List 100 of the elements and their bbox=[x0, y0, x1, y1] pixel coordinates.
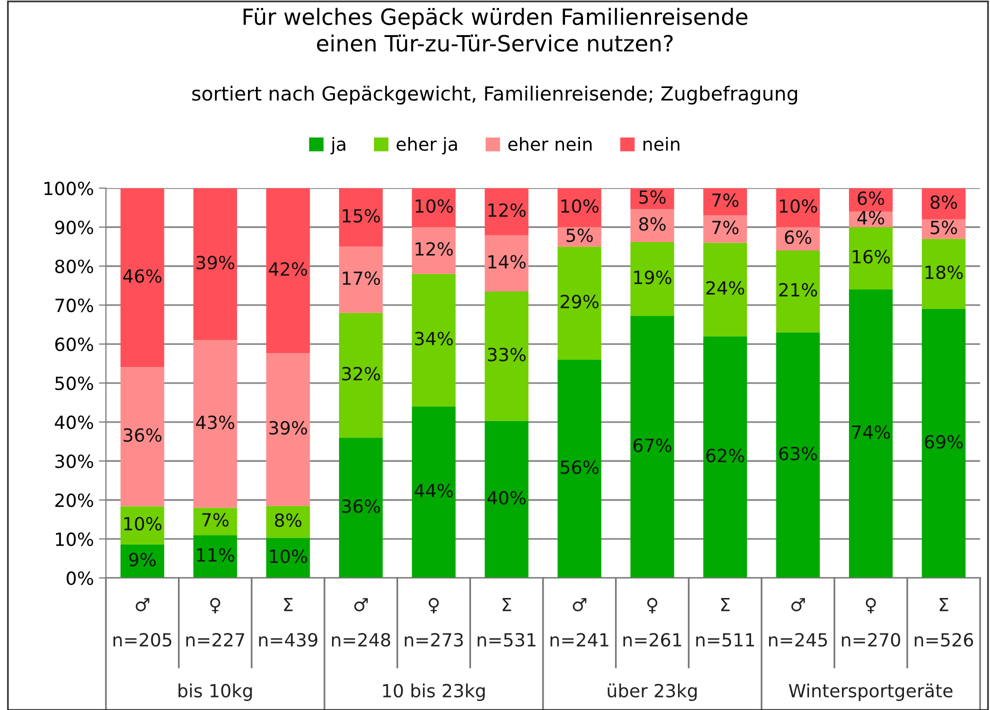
bar bbox=[630, 242, 674, 316]
data-label: 21% bbox=[779, 283, 818, 297]
data-label: 46% bbox=[123, 269, 162, 283]
y-tick-label: 50% bbox=[55, 376, 94, 390]
chart-subtitle: sortiert nach Gepäckgewicht, Familienreisende; Zugbefragung bbox=[192, 86, 798, 105]
data-label: 6% bbox=[784, 230, 812, 244]
data-label: 4% bbox=[857, 210, 884, 225]
data-label: 40% bbox=[487, 490, 526, 505]
y-tick-label: 90% bbox=[55, 220, 94, 234]
data-label: 33% bbox=[488, 348, 526, 362]
bar bbox=[120, 544, 164, 578]
data-label: 6% bbox=[858, 191, 884, 206]
text: Wintersportgeräte bbox=[788, 684, 952, 701]
data-label: 7% bbox=[202, 513, 229, 527]
data-label: 56% bbox=[560, 460, 599, 474]
data-label: 7% bbox=[712, 193, 738, 208]
data-label: 74% bbox=[852, 425, 890, 439]
bar bbox=[266, 188, 310, 354]
y-tick-label: 10% bbox=[56, 532, 94, 546]
bar bbox=[484, 420, 528, 578]
bar bbox=[484, 291, 528, 421]
x-tick-label: ♀ n=261 bbox=[623, 598, 682, 647]
data-label: 29% bbox=[560, 294, 599, 308]
x-tick-label: ♂ n=248 bbox=[332, 598, 390, 647]
text: 10 bis 23kg bbox=[383, 684, 485, 701]
bar bbox=[558, 246, 602, 360]
bar bbox=[776, 188, 820, 228]
data-label: 8% bbox=[274, 513, 302, 528]
data-label: 63% bbox=[779, 446, 818, 460]
data-label: 10% bbox=[780, 199, 818, 213]
x-tick-label: ♀ n=270 bbox=[842, 598, 900, 647]
data-label: 39% bbox=[269, 421, 308, 435]
y-tick-label: 100% bbox=[44, 182, 94, 196]
legend-label: eher ja bbox=[396, 136, 457, 154]
y-tick-label: 60% bbox=[55, 338, 94, 352]
bar bbox=[266, 538, 310, 578]
bar bbox=[484, 235, 528, 292]
bar bbox=[776, 332, 820, 578]
bar bbox=[266, 353, 310, 506]
bar bbox=[558, 188, 602, 228]
bar bbox=[120, 367, 164, 506]
data-label: 36% bbox=[124, 428, 162, 442]
data-label: 14% bbox=[488, 254, 526, 269]
data-label: 36% bbox=[342, 499, 380, 514]
data-label: 12% bbox=[416, 242, 453, 256]
bar bbox=[703, 188, 747, 216]
data-label: 10% bbox=[124, 516, 162, 531]
y-tick-label: 40% bbox=[54, 415, 94, 430]
data-label: 12% bbox=[488, 203, 526, 217]
bar bbox=[630, 209, 674, 242]
data-label: 67% bbox=[633, 438, 672, 452]
bar bbox=[484, 188, 528, 236]
data-label: 16% bbox=[852, 250, 890, 264]
bar bbox=[339, 246, 383, 313]
y-tick-label: 0% bbox=[66, 571, 94, 586]
bar bbox=[339, 188, 383, 247]
text: über 23kg bbox=[608, 684, 697, 701]
category-label: Σ n=526 bbox=[914, 598, 974, 647]
category-label: Σ n=531 bbox=[478, 598, 536, 647]
data-label: 18% bbox=[926, 265, 963, 280]
bar bbox=[193, 535, 238, 578]
data-label: 15% bbox=[342, 208, 380, 223]
bar bbox=[776, 227, 820, 251]
bar bbox=[412, 188, 456, 228]
bar bbox=[193, 340, 238, 508]
bar bbox=[120, 188, 164, 368]
bar bbox=[412, 227, 456, 274]
bar bbox=[703, 242, 747, 336]
x-tick-label: ♂ n=245 bbox=[769, 598, 827, 647]
bar bbox=[558, 360, 602, 578]
data-label: 10% bbox=[561, 199, 599, 213]
data-label: 34% bbox=[415, 332, 453, 346]
data-label: 43% bbox=[196, 416, 234, 430]
bar bbox=[922, 238, 966, 309]
bar bbox=[339, 312, 383, 438]
data-label: 5% bbox=[639, 190, 666, 204]
bar bbox=[922, 308, 966, 578]
x-tick-label: ♀ n=273 bbox=[404, 598, 463, 647]
y-tick-label: 30% bbox=[55, 454, 94, 468]
data-label: 24% bbox=[706, 281, 744, 295]
legend-label: ja bbox=[330, 136, 346, 154]
legend-label: nein bbox=[644, 136, 680, 151]
bar bbox=[848, 227, 893, 290]
bar bbox=[193, 508, 238, 536]
bar bbox=[266, 506, 310, 538]
text: bis 10kg bbox=[178, 684, 252, 701]
bar bbox=[193, 188, 238, 340]
data-label: 11% bbox=[197, 548, 234, 562]
x-tick-label: ♂ n=205 bbox=[113, 598, 172, 647]
data-label: 10% bbox=[416, 199, 453, 213]
data-label: 9% bbox=[129, 552, 156, 566]
data-label: 62% bbox=[706, 448, 744, 462]
data-label: 5% bbox=[566, 228, 593, 242]
data-label: 8% bbox=[639, 217, 666, 231]
data-label: 5% bbox=[930, 220, 957, 234]
y-tick-label: 70% bbox=[55, 298, 94, 312]
bar bbox=[412, 406, 456, 578]
chart-title: Für welches Gepäck würden Familienreisende einen Tür-zu-Tür-Service nutzen? bbox=[244, 8, 748, 52]
data-label: 7% bbox=[712, 220, 738, 234]
category-label: Σ n=511 bbox=[696, 598, 754, 647]
